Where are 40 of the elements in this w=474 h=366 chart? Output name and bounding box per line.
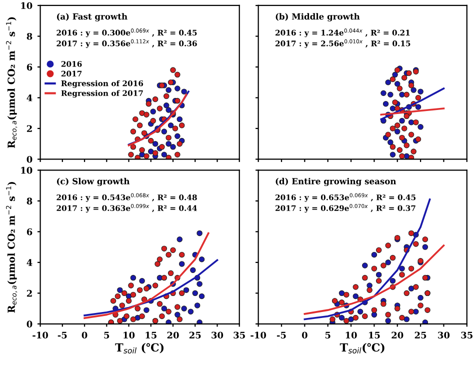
y-tick-label: 6 <box>26 64 32 71</box>
x-axis-title: T$_{soil}$ (℃) <box>115 343 164 354</box>
y-axis-title: R$_{eco,a}$(μmol CO₂ m$^{−2}$ s$^{−1}$) <box>6 182 18 313</box>
x-axis-title: T$_{soil}$(℃) <box>340 343 384 354</box>
x-tick-label: 25 <box>414 332 426 339</box>
y-tick-label: 10 <box>21 166 32 174</box>
y-tick-label: 0 <box>26 320 32 328</box>
x-tick-label: 35 <box>461 332 472 339</box>
x-tick-label: -10 <box>250 332 266 339</box>
x-tick-label: 10 <box>124 332 135 339</box>
annotation: (a) Fast growth <box>57 13 128 22</box>
annotation: (b) Middle growth <box>276 13 360 22</box>
y-tick-label: 8 <box>26 198 32 204</box>
y-axis-title: R$_{eco,a}$(μmol CO₂ m$^{−2}$ s$^{−1}$) <box>6 17 18 148</box>
y-tick-label: 2 <box>26 125 32 132</box>
annotation: (c) Slow growth <box>57 178 130 186</box>
x-tick-label: 10 <box>346 332 357 339</box>
x-tick-label: 20 <box>392 332 404 339</box>
y-tick-label: 4 <box>26 94 32 102</box>
y-tick-label: 6 <box>26 228 32 236</box>
x-tick-label: -5 <box>276 332 286 339</box>
x-tick-label: -10 <box>32 332 48 339</box>
y-tick-label: 10 <box>21 2 32 10</box>
x-tick-label: 30 <box>438 332 450 339</box>
x-tick-label: 5 <box>104 332 110 339</box>
x-tick-label: 20 <box>167 332 179 339</box>
x-tick-label: -5 <box>58 332 67 339</box>
x-tick-label: 5 <box>325 332 330 339</box>
x-tick-label: 0 <box>302 332 308 339</box>
x-tick-label: 0 <box>82 332 88 339</box>
y-tick-label: 8 <box>26 32 32 40</box>
x-tick-label: 25 <box>189 332 201 339</box>
x-tick-label: 30 <box>212 332 224 339</box>
x-tick-label: 35 <box>234 332 245 339</box>
y-tick-label: 2 <box>26 290 32 297</box>
y-tick-label: 4 <box>26 259 32 266</box>
y-tick-label: 0 <box>26 156 32 163</box>
x-tick-label: 15 <box>146 332 156 339</box>
annotation: (d) Entire growing season <box>276 178 396 186</box>
x-tick-label: 15 <box>369 332 380 339</box>
